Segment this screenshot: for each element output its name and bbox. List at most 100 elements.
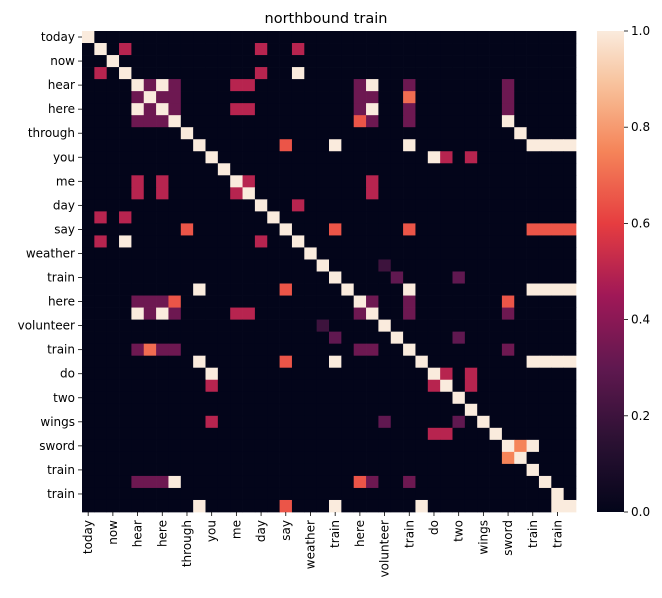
heatmap-cell xyxy=(106,367,120,381)
heatmap-cell xyxy=(316,79,330,92)
heatmap-cell xyxy=(526,391,540,405)
heatmap-cell xyxy=(538,175,552,188)
heatmap-cell xyxy=(230,151,243,164)
heatmap-cell xyxy=(353,67,367,80)
heatmap-cell xyxy=(489,103,503,116)
heatmap-cell xyxy=(341,307,355,320)
heatmap-cell xyxy=(390,391,404,405)
heatmap-cell xyxy=(291,307,305,320)
heatmap-cells xyxy=(82,31,577,513)
heatmap-cell xyxy=(254,343,268,357)
heatmap-cell xyxy=(390,139,404,152)
heatmap-cell xyxy=(464,91,478,104)
heatmap-cell xyxy=(329,391,342,405)
heatmap-cell xyxy=(131,127,145,140)
heatmap-cell xyxy=(106,415,120,429)
heatmap-cell xyxy=(477,127,490,140)
heatmap-cell xyxy=(131,199,145,212)
heatmap-cell xyxy=(489,331,503,345)
heatmap-cell xyxy=(464,379,478,393)
heatmap-cell xyxy=(193,67,206,80)
heatmap-cell xyxy=(143,103,157,116)
heatmap-cell xyxy=(538,91,552,104)
heatmap-cell xyxy=(378,343,392,357)
heatmap-cell xyxy=(464,79,478,92)
heatmap-cell xyxy=(205,487,219,501)
heatmap-cell xyxy=(563,391,577,405)
heatmap-cell xyxy=(143,175,157,188)
heatmap-cell xyxy=(82,67,95,80)
heatmap-cell xyxy=(452,103,466,116)
heatmap-cell xyxy=(378,403,392,417)
heatmap-cell xyxy=(514,91,527,104)
heatmap-cell xyxy=(156,487,169,501)
heatmap-cell xyxy=(464,367,478,381)
heatmap-cell xyxy=(131,223,145,236)
heatmap-cell xyxy=(304,439,317,453)
heatmap-cell xyxy=(563,199,577,212)
heatmap-cell xyxy=(563,415,577,429)
heatmap-cell xyxy=(168,187,182,200)
heatmap-cell xyxy=(501,499,515,513)
heatmap-cell xyxy=(193,139,206,152)
heatmap-cell xyxy=(143,307,157,320)
y-tick-label: volunteer xyxy=(18,319,75,333)
heatmap-cell xyxy=(501,151,515,164)
x-tick-label: day xyxy=(254,520,268,542)
heatmap-cell xyxy=(131,499,145,513)
heatmap-cell xyxy=(119,91,132,104)
heatmap-cell xyxy=(452,235,466,248)
heatmap-cell xyxy=(106,151,120,164)
heatmap-cell xyxy=(353,151,367,164)
heatmap-cell xyxy=(440,115,453,128)
heatmap-cell xyxy=(526,475,540,489)
heatmap-cell xyxy=(452,391,466,405)
heatmap-cell xyxy=(254,427,268,441)
heatmap-cell xyxy=(415,163,429,176)
heatmap-cell xyxy=(180,295,194,308)
heatmap-cell xyxy=(538,379,552,393)
heatmap-cell xyxy=(106,463,120,477)
heatmap-cell xyxy=(180,247,194,260)
heatmap-cell xyxy=(316,247,330,260)
heatmap-cell xyxy=(279,499,293,513)
heatmap-cell xyxy=(193,199,206,212)
heatmap-cell xyxy=(131,331,145,345)
heatmap-cell xyxy=(205,295,219,308)
heatmap-cell xyxy=(563,295,577,308)
heatmap-cell xyxy=(156,79,169,92)
heatmap-cell xyxy=(514,163,527,176)
heatmap-cell xyxy=(390,499,404,513)
heatmap-cell xyxy=(143,187,157,200)
heatmap-cell xyxy=(193,403,206,417)
heatmap-cell xyxy=(477,211,490,224)
heatmap-cell xyxy=(366,247,379,260)
heatmap-cell xyxy=(230,235,243,248)
heatmap-cell xyxy=(526,55,540,68)
heatmap-cell xyxy=(329,355,342,369)
heatmap-cell xyxy=(168,115,182,128)
heatmap-cell xyxy=(156,331,169,345)
heatmap-cell xyxy=(193,103,206,116)
heatmap-cell xyxy=(477,247,490,260)
heatmap-cell xyxy=(551,223,564,236)
heatmap-cell xyxy=(217,379,231,393)
heatmap-cell xyxy=(168,367,182,381)
heatmap-cell xyxy=(415,223,429,236)
heatmap-cell xyxy=(217,427,231,441)
heatmap-cell xyxy=(94,223,108,236)
heatmap-cell xyxy=(168,451,182,465)
heatmap-cell xyxy=(415,211,429,224)
heatmap-cell xyxy=(217,223,231,236)
heatmap-cell xyxy=(538,127,552,140)
heatmap-cell xyxy=(403,487,416,501)
heatmap-cell xyxy=(551,355,564,369)
heatmap-cell xyxy=(106,427,120,441)
heatmap-cell xyxy=(106,55,120,68)
heatmap-cell xyxy=(341,391,355,405)
heatmap-cell xyxy=(168,475,182,489)
heatmap-cell xyxy=(106,91,120,104)
heatmap-cell xyxy=(82,355,95,369)
heatmap-cell xyxy=(489,259,503,272)
heatmap-cell xyxy=(477,259,490,272)
